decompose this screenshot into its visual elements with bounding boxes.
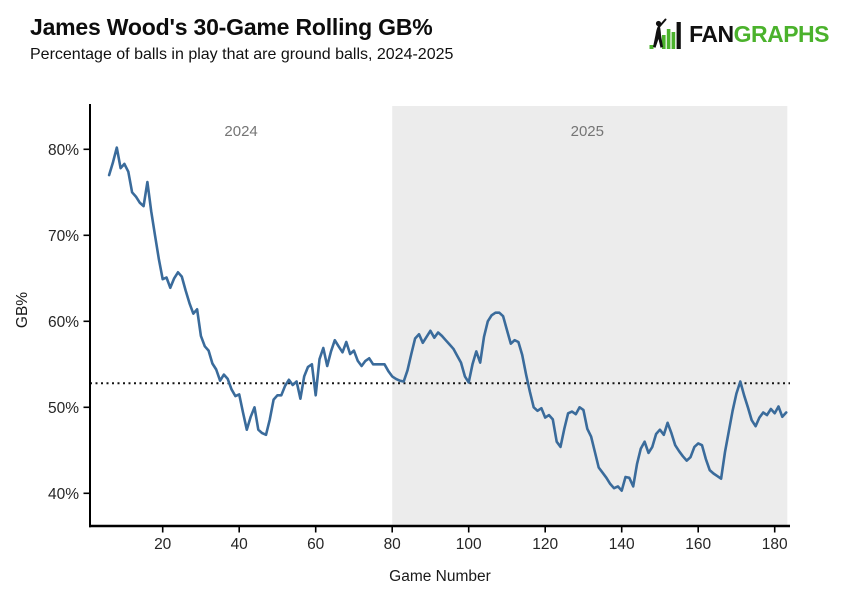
season-2025-shaded-region xyxy=(392,106,788,526)
page-title: James Wood's 30-Game Rolling GB% xyxy=(30,14,433,40)
x-tick-label-20: 20 xyxy=(154,536,172,553)
x-tick-label-160: 160 xyxy=(685,536,711,553)
x-tick-label-60: 60 xyxy=(307,536,325,553)
y-tick-label-50: 50% xyxy=(48,400,79,417)
page-subtitle: Percentage of balls in play that are gro… xyxy=(30,46,454,63)
fangraphs-logo[interactable]: FANGRAPHS xyxy=(649,18,830,50)
x-tick-label-80: 80 xyxy=(384,536,402,553)
x-tick-label-120: 120 xyxy=(532,536,558,553)
y-tick-label-70: 70% xyxy=(48,228,79,245)
logo-graphs-text: GRAPHS xyxy=(733,20,830,47)
y-tick-label-80: 80% xyxy=(48,142,79,159)
fangraphs-wordmark: FANGRAPHS xyxy=(689,21,829,48)
y-axis-title: GB% xyxy=(14,292,31,328)
fangraphs-batter-icon xyxy=(649,18,681,49)
x-tick-label-180: 180 xyxy=(762,536,788,553)
logo-fan-text: FAN xyxy=(689,20,734,47)
x-tick-label-40: 40 xyxy=(231,536,249,553)
rolling-gb-line xyxy=(107,146,788,493)
x-axis-title: Game Number xyxy=(389,568,491,585)
year-label-2025: 2025 xyxy=(571,123,604,140)
y-tick-label-40: 40% xyxy=(48,486,79,503)
x-tick-label-100: 100 xyxy=(456,536,482,553)
y-tick-label-60: 60% xyxy=(48,314,79,331)
year-label-2024: 2024 xyxy=(224,123,257,140)
x-tick-label-140: 140 xyxy=(609,536,635,553)
